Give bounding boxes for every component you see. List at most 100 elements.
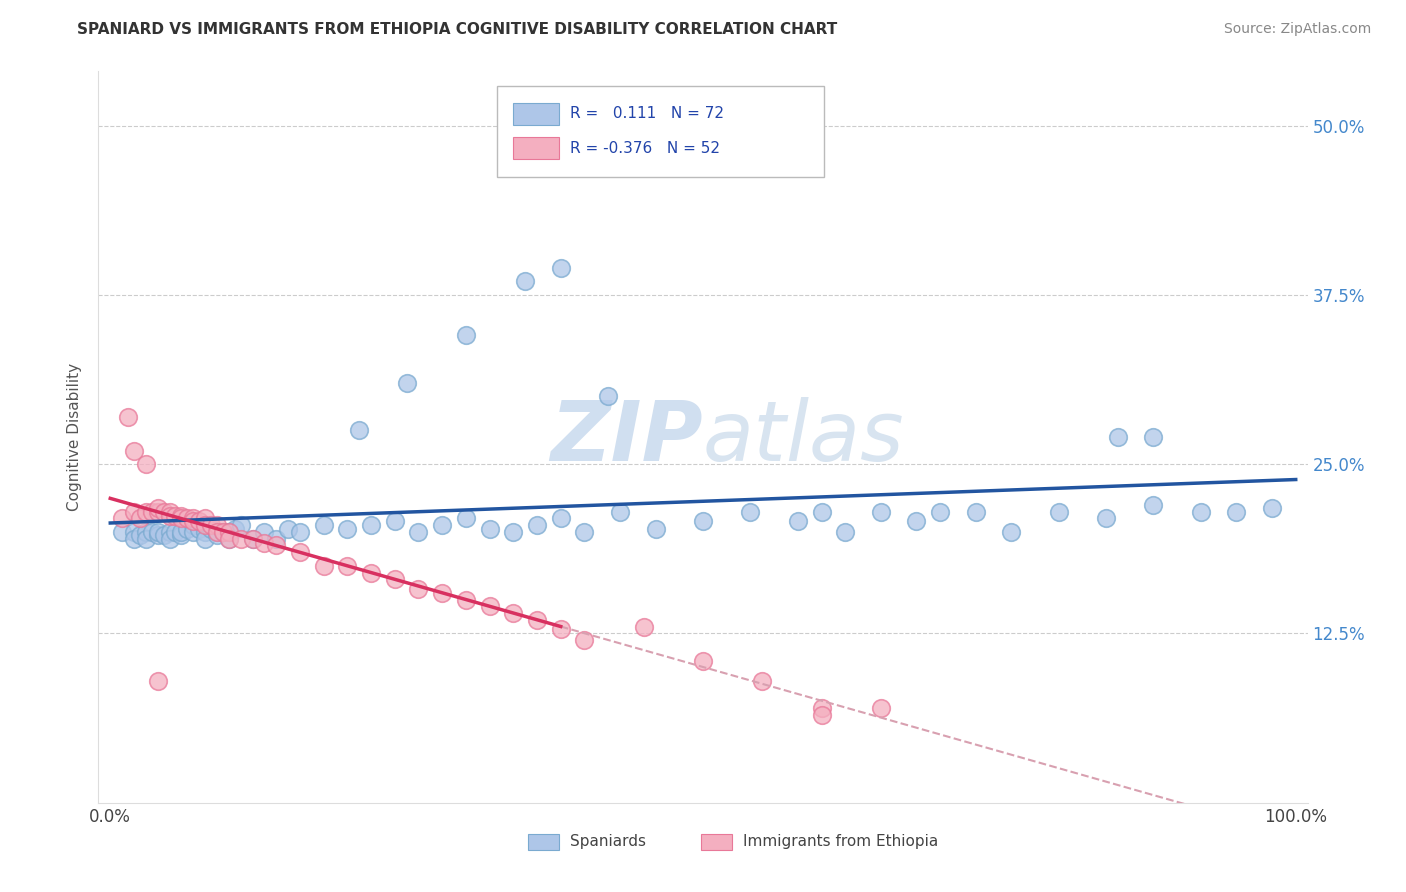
Text: R =   0.111   N = 72: R = 0.111 N = 72 xyxy=(569,105,724,120)
Point xyxy=(395,376,418,390)
Point xyxy=(181,511,204,525)
Point xyxy=(176,522,198,536)
Point xyxy=(146,524,169,539)
Point xyxy=(834,524,856,539)
Point xyxy=(194,532,217,546)
Point xyxy=(181,524,204,539)
FancyBboxPatch shape xyxy=(527,834,560,850)
Point xyxy=(159,508,181,523)
Point xyxy=(212,524,235,539)
Point xyxy=(609,505,631,519)
Text: SPANIARD VS IMMIGRANTS FROM ETHIOPIA COGNITIVE DISABILITY CORRELATION CHART: SPANIARD VS IMMIGRANTS FROM ETHIOPIA COG… xyxy=(77,22,838,37)
Point xyxy=(598,389,620,403)
Point xyxy=(550,260,572,275)
Point xyxy=(146,505,169,519)
Point xyxy=(384,572,406,586)
Text: Immigrants from Ethiopia: Immigrants from Ethiopia xyxy=(742,834,938,849)
Point xyxy=(502,524,524,539)
FancyBboxPatch shape xyxy=(513,137,560,159)
Point xyxy=(454,511,477,525)
Point xyxy=(242,532,264,546)
Point xyxy=(135,532,157,546)
Point xyxy=(229,532,252,546)
Point xyxy=(1225,505,1247,519)
Point xyxy=(644,522,666,536)
Point xyxy=(526,613,548,627)
Point xyxy=(194,524,217,539)
Point xyxy=(550,511,572,525)
Point xyxy=(122,524,145,539)
Point xyxy=(141,505,163,519)
Point xyxy=(312,558,335,573)
Point xyxy=(159,532,181,546)
Point xyxy=(159,524,181,539)
Point xyxy=(574,524,596,539)
Point xyxy=(264,532,287,546)
Point xyxy=(408,582,430,596)
Point xyxy=(692,654,714,668)
Point xyxy=(146,673,169,688)
Point xyxy=(253,524,276,539)
Point xyxy=(515,274,537,288)
Point xyxy=(181,514,204,528)
Point xyxy=(869,701,891,715)
Point xyxy=(288,545,311,559)
Point xyxy=(188,514,211,528)
Point xyxy=(692,514,714,528)
Point xyxy=(965,505,987,519)
Point xyxy=(360,518,382,533)
Point xyxy=(205,527,228,541)
Point xyxy=(550,623,572,637)
Point xyxy=(810,505,832,519)
Point xyxy=(454,592,477,607)
Point xyxy=(1261,500,1284,515)
Point xyxy=(170,508,193,523)
Point xyxy=(810,701,832,715)
FancyBboxPatch shape xyxy=(700,834,733,850)
Point xyxy=(170,524,193,539)
Text: Spaniards: Spaniards xyxy=(569,834,645,849)
Point xyxy=(740,505,762,519)
Point xyxy=(360,566,382,580)
Point xyxy=(336,522,359,536)
Point xyxy=(432,586,454,600)
Point xyxy=(205,518,228,533)
Point xyxy=(432,518,454,533)
Point xyxy=(129,511,152,525)
Point xyxy=(1189,505,1212,519)
Point xyxy=(810,707,832,722)
Point xyxy=(253,535,276,549)
Point xyxy=(170,511,193,525)
FancyBboxPatch shape xyxy=(498,86,824,178)
Y-axis label: Cognitive Disability: Cognitive Disability xyxy=(67,363,83,511)
Point xyxy=(1142,498,1164,512)
Point xyxy=(336,558,359,573)
Point xyxy=(181,518,204,533)
Text: ZIP: ZIP xyxy=(550,397,703,477)
Point xyxy=(277,522,299,536)
Point xyxy=(117,409,139,424)
Point xyxy=(218,524,240,539)
Point xyxy=(526,518,548,533)
Point xyxy=(1047,505,1070,519)
Point xyxy=(312,518,335,533)
Text: atlas: atlas xyxy=(703,397,904,477)
Point xyxy=(1095,511,1118,525)
Point xyxy=(218,532,240,546)
Point xyxy=(111,524,134,539)
Point xyxy=(786,514,808,528)
Point xyxy=(170,527,193,541)
Point xyxy=(135,457,157,471)
Point xyxy=(384,514,406,528)
Point xyxy=(205,524,228,539)
Point xyxy=(129,527,152,541)
Point xyxy=(122,443,145,458)
Point xyxy=(218,524,240,539)
Point xyxy=(194,511,217,525)
Point xyxy=(135,524,157,539)
Point xyxy=(502,606,524,620)
Point xyxy=(633,620,655,634)
Point xyxy=(205,524,228,539)
Point xyxy=(751,673,773,688)
Point xyxy=(146,527,169,541)
